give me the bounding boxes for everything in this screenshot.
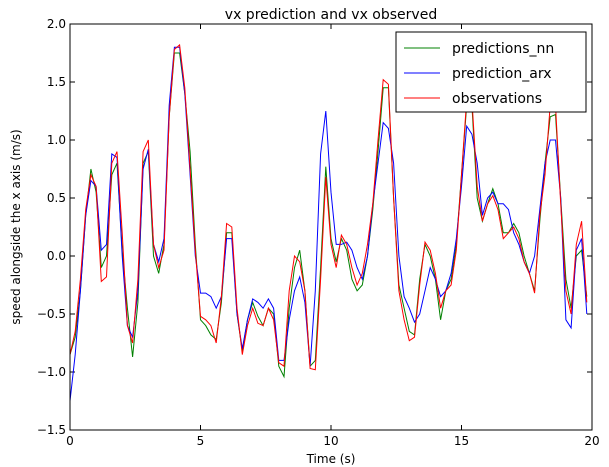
x-axis-label: Time (s) xyxy=(306,452,356,466)
y-tick-label: 2.0 xyxy=(47,17,66,31)
series-line-prediction-arx xyxy=(69,46,588,402)
y-tick-label: 1.5 xyxy=(47,75,66,89)
chart-title: vx prediction and vx observed xyxy=(225,7,437,23)
legend-label-predictions-nn: predictions_nn xyxy=(452,41,554,57)
x-tick-label: 10 xyxy=(323,434,338,448)
y-tick-label: 0.0 xyxy=(47,249,66,263)
x-tick-label: 20 xyxy=(584,434,599,448)
x-tick-label: 0 xyxy=(66,434,74,448)
plot-frame xyxy=(69,23,593,431)
legend-label-prediction-arx: prediction_arx xyxy=(452,66,551,82)
y-tick-label: 0.5 xyxy=(47,191,66,205)
y-tick-label: −1.0 xyxy=(37,365,66,379)
x-tick-label: 5 xyxy=(197,434,205,448)
series-layer xyxy=(69,43,588,402)
series-line-observations xyxy=(69,43,588,371)
x-tick-label: 15 xyxy=(454,434,469,448)
legend-label-observations: observations xyxy=(452,91,542,107)
legend-box xyxy=(395,31,587,113)
y-tick-label: 1.0 xyxy=(47,133,66,147)
y-tick-label: −1.5 xyxy=(37,423,66,437)
series-line-predictions-nn xyxy=(69,52,588,379)
legend: predictions_nn prediction_arx observatio… xyxy=(395,31,587,113)
y-axis-label: speed alongside the x axis (m/s) xyxy=(9,129,23,324)
y-tick-label: −0.5 xyxy=(37,307,66,321)
ticks-layer: 0 5 10 15 20 −1.5 −1.0 −0.5 0.0 0.5 1.0 1.5 2.0 xyxy=(37,17,600,448)
